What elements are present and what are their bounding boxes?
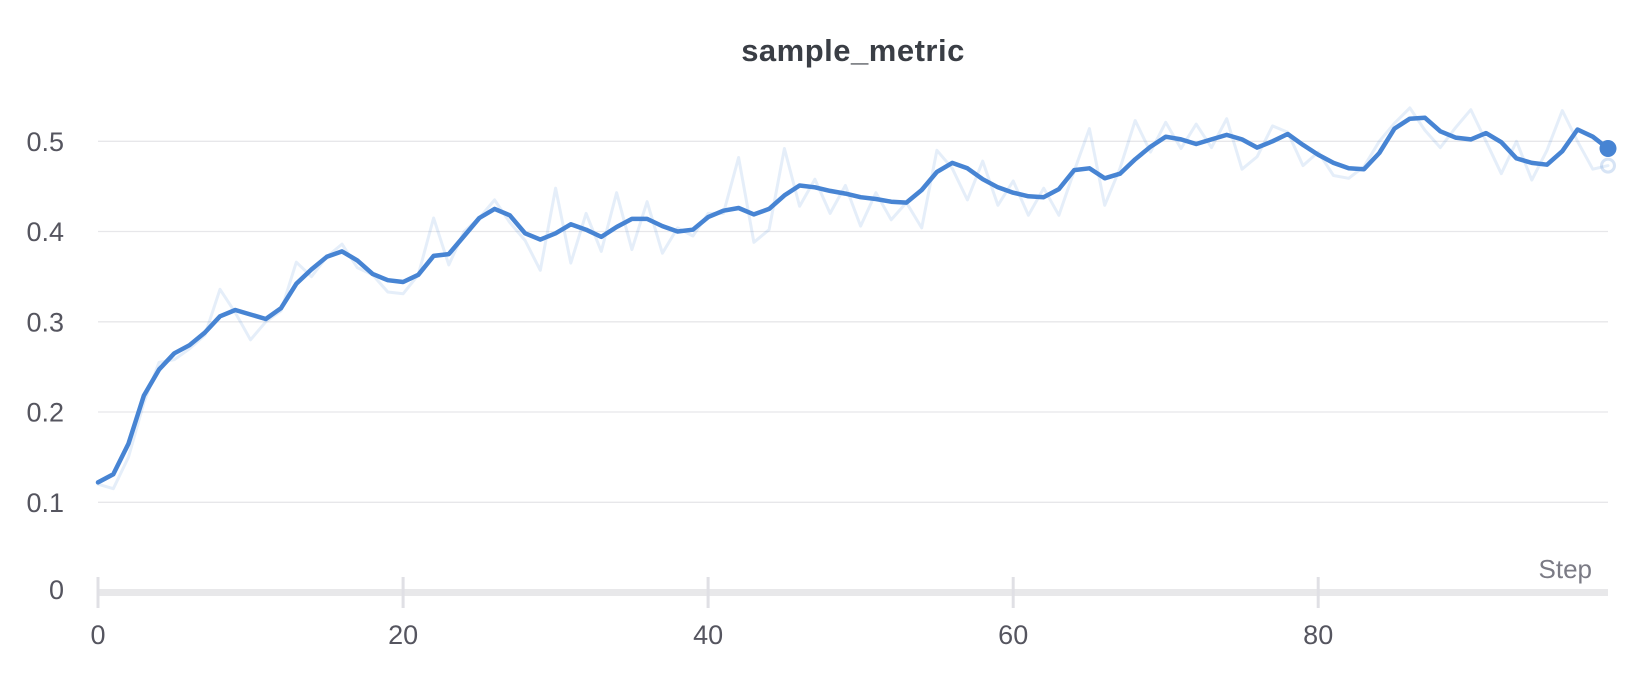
raw-endpoint-ring xyxy=(1600,157,1616,174)
smoothed-line xyxy=(95,115,1611,485)
x-tick-label: 0 xyxy=(90,620,105,650)
raw-line xyxy=(96,106,1610,491)
y-tick-label: 0.4 xyxy=(26,217,64,247)
y-tick-label: 0.2 xyxy=(26,398,64,428)
y-tick-label: 0.3 xyxy=(26,307,64,337)
x-tick-label: 60 xyxy=(998,620,1028,650)
chart-title: sample_metric xyxy=(741,33,965,68)
endpoint-dot xyxy=(1599,140,1617,157)
y-tick-label: 0.5 xyxy=(26,127,64,157)
y-tick-label: 0 xyxy=(49,575,64,605)
y-tick-label: 0.1 xyxy=(26,488,64,518)
x-tick-label: 80 xyxy=(1303,620,1333,650)
x-tick-label: 20 xyxy=(388,620,418,650)
x-tick-label: 40 xyxy=(693,620,723,650)
x-axis-title: Step xyxy=(1538,554,1593,584)
x-axis-bar xyxy=(98,589,1608,596)
